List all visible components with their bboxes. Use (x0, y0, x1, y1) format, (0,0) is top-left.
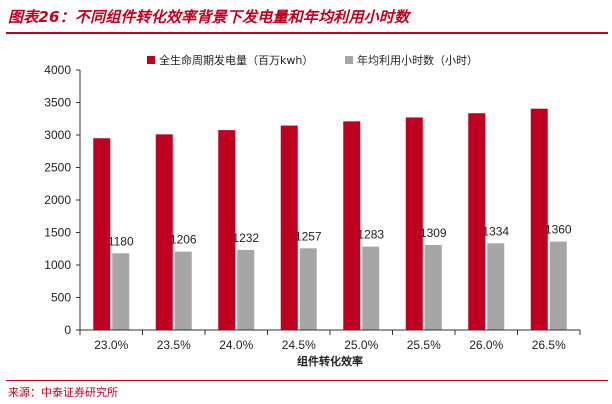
data-label: 1283 (357, 228, 384, 242)
x-tick-label: 25.0% (344, 338, 378, 352)
data-label: 1309 (420, 226, 447, 240)
bar-utilization-hours (237, 249, 255, 330)
legend: 全生命周期发电量（百万kwh） 年均利用小时数（小时） (147, 53, 478, 67)
bar-generation (530, 108, 548, 330)
y-tick-label: 500 (51, 291, 71, 305)
bar-generation (280, 125, 298, 330)
y-tick-label: 4000 (44, 63, 71, 77)
bar-generation (218, 130, 236, 330)
legend-swatch (345, 56, 353, 64)
bar-generation (468, 113, 486, 330)
title-divider (6, 32, 608, 34)
y-tick-label: 1500 (44, 226, 71, 240)
x-tick-label: 24.5% (282, 338, 316, 352)
bar-utilization-hours (362, 246, 380, 330)
data-label: 1232 (232, 231, 259, 245)
data-label: 1360 (545, 223, 572, 237)
y-tick-label: 2500 (44, 161, 71, 175)
y-axis: 0 500 1000 1500 2000 2500 3000 3500 4000 (44, 63, 81, 337)
data-label: 1257 (295, 229, 322, 243)
source-note: 来源：中泰证券研究所 (8, 386, 118, 399)
bar-utilization-hours (424, 244, 442, 330)
bar-generation (93, 138, 111, 330)
y-tick-label: 3000 (44, 128, 71, 142)
data-label: 1206 (170, 233, 197, 247)
legend-label: 全生命周期发电量（百万kwh） (159, 53, 313, 67)
x-tick-label: 26.0% (469, 338, 503, 352)
bar-generation (155, 134, 173, 330)
x-tick-label: 26.5% (532, 338, 566, 352)
x-tick-label: 25.5% (407, 338, 441, 352)
bar-utilization-hours (549, 241, 567, 330)
bar-utilization-hours (112, 253, 130, 330)
y-tick-label: 3500 (44, 96, 71, 110)
chart-title: 图表26：不同组件转化效率背景下发电量和年均利用小时数 (8, 8, 410, 26)
x-axis: 23.0% 23.5% 24.0% 24.5% 25.0% 25.5% 26.0% 26.5% (79, 329, 581, 352)
bar-utilization-hours (487, 243, 505, 330)
bar-utilization-hours (299, 248, 317, 330)
data-label: 1334 (482, 224, 509, 238)
data-label: 1180 (108, 234, 134, 248)
y-tick-label: 0 (64, 323, 71, 337)
bar-chart: 全生命周期发电量（百万kwh） 年均利用小时数（小时） 0 500 1000 1500 2… (44, 53, 581, 368)
legend-label: 年均利用小时数（小时） (357, 53, 478, 67)
x-tick-label: 23.5% (157, 338, 191, 352)
y-tick-label: 2000 (44, 193, 71, 207)
bar-utilization-hours (174, 251, 192, 330)
bar-generation (405, 117, 423, 330)
legend-swatch (147, 56, 155, 64)
source-divider (6, 380, 608, 381)
y-tick-label: 1000 (44, 258, 71, 272)
bars: 1180 1206 1232 1257 1283 1309 1334 1360 (93, 108, 572, 330)
bar-generation (343, 121, 361, 330)
x-tick-label: 24.0% (219, 338, 253, 352)
x-tick-label: 23.0% (94, 338, 128, 352)
x-axis-title: 组件转化效率 (297, 354, 363, 368)
